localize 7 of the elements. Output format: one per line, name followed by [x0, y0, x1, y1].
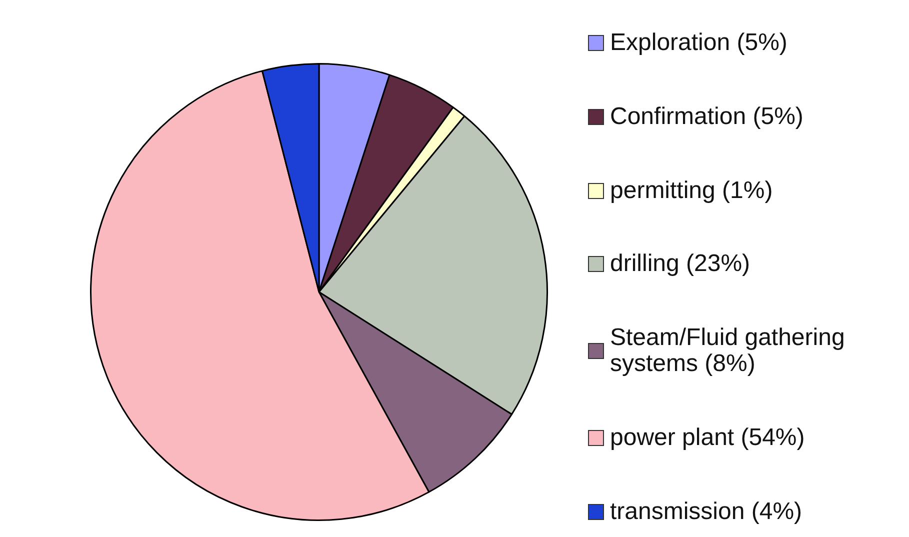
- legend-label: drilling (23%): [610, 250, 750, 278]
- legend-label: Confirmation (5%): [610, 102, 804, 130]
- legend-label: power plant (54%): [610, 424, 805, 452]
- legend-label: transmission (4%): [610, 498, 802, 525]
- legend-label: Steam/Fluid gathering systems (8%): [610, 324, 846, 378]
- legend-label: permitting (1%): [610, 176, 773, 204]
- legend-label: Exploration (5%): [610, 29, 788, 56]
